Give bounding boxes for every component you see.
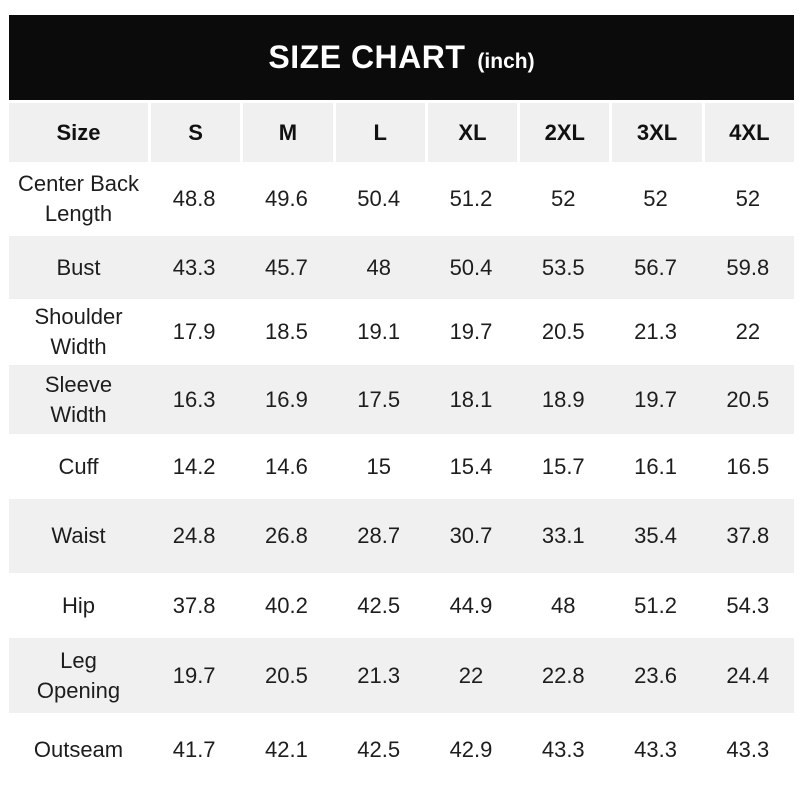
size-chart-table: Size S M L XL 2XL 3XL 4XL Center Back Le… <box>9 103 794 787</box>
header-row: Size S M L XL 2XL 3XL 4XL <box>9 103 794 162</box>
table-row-hip: Hip 37.8 40.2 42.5 44.9 48 51.2 54.3 <box>9 573 794 638</box>
cell-value: 21.3 <box>634 319 677 345</box>
cell-value: 52 <box>551 186 576 212</box>
cell-value: 48 <box>551 592 576 618</box>
cell-value: 19.7 <box>449 319 493 345</box>
cell-value: 42.1 <box>265 737 308 763</box>
cell-value: 17.9 <box>172 319 216 345</box>
col-header-4xl: 4XL <box>701 103 794 162</box>
cell-value: 14.6 <box>265 453 308 479</box>
cell-value: 56.7 <box>609 236 702 299</box>
cell-value: 16.3 <box>148 365 241 434</box>
cell-value: 15 <box>366 453 391 479</box>
banner-title: SIZE CHART <box>268 39 466 75</box>
cell-value: 52 <box>735 186 761 212</box>
cell-value: 52 <box>643 186 668 212</box>
cell-value: 53.5 <box>517 236 610 299</box>
cell-value: 16.5 <box>726 453 770 479</box>
cell-value: 18.5 <box>265 319 308 345</box>
cell-value: 16.9 <box>240 365 333 434</box>
cell-value: 16.1 <box>634 453 677 479</box>
cell-value: 20.5 <box>701 365 794 434</box>
cell-value: 22 <box>735 319 761 345</box>
col-header-3xl: 3XL <box>609 103 702 162</box>
row-label: Shoulder Width <box>34 304 123 359</box>
cell-value: 24.8 <box>148 499 241 573</box>
cell-value: 37.8 <box>701 499 794 573</box>
cell-value: 37.8 <box>172 592 216 618</box>
cell-value: 17.5 <box>332 365 425 434</box>
table-row-waist: Waist 24.8 26.8 28.7 30.7 33.1 35.4 37.8 <box>9 499 794 573</box>
table-row-cuff: Cuff 14.2 14.6 15 15.4 15.7 16.1 16.5 <box>9 434 794 499</box>
cell-value: 45.7 <box>240 236 333 299</box>
cell-value: 33.1 <box>517 499 610 573</box>
row-label: Outseam <box>33 737 124 763</box>
cell-value: 35.4 <box>609 499 702 573</box>
cell-value: 30.7 <box>424 499 518 573</box>
col-header-2xl: 2XL <box>517 103 610 162</box>
cell-value: 51.2 <box>634 592 677 618</box>
cell-value: 40.2 <box>265 592 308 618</box>
cell-value: 22 <box>424 638 518 713</box>
cell-value: 14.2 <box>172 453 216 479</box>
banner-unit-label: (inch) <box>477 50 535 73</box>
cell-value: 22.8 <box>517 638 610 713</box>
col-header-m: M <box>240 103 333 162</box>
cell-value: 41.7 <box>172 737 216 763</box>
cell-value: 18.9 <box>517 365 610 434</box>
cell-value: 19.7 <box>609 365 702 434</box>
cell-value: 51.2 <box>449 186 493 212</box>
cell-value: 43.3 <box>148 236 241 299</box>
cell-value: 43.3 <box>541 737 585 763</box>
cell-value: 20.5 <box>240 638 333 713</box>
cell-value: 50.4 <box>357 186 401 212</box>
cell-value: 23.6 <box>609 638 702 713</box>
table-row-leg-opening: Leg Opening 19.7 20.5 21.3 22 22.8 23.6 … <box>9 638 794 713</box>
cell-value: 42.5 <box>357 737 401 763</box>
cell-value: 43.3 <box>634 737 677 763</box>
row-label: Waist <box>9 499 148 573</box>
table-row-sleeve-width: Sleeve Width 16.3 16.9 17.5 18.1 18.9 19… <box>9 365 794 434</box>
cell-value: 49.6 <box>265 186 308 212</box>
col-header-xl: XL <box>424 103 518 162</box>
cell-value: 26.8 <box>240 499 333 573</box>
cell-value: 15.7 <box>541 453 585 479</box>
cell-value: 43.3 <box>726 737 770 763</box>
col-header-size: Size <box>9 103 148 162</box>
cell-value: 24.4 <box>701 638 794 713</box>
table-row-shoulder-width: Shoulder Width 17.9 18.5 19.1 19.7 20.5 … <box>9 299 794 365</box>
cell-value: 48.8 <box>172 186 216 212</box>
size-chart-banner: SIZE CHART (inch) <box>9 15 794 100</box>
cell-value: 28.7 <box>332 499 425 573</box>
cell-value: 18.1 <box>424 365 518 434</box>
cell-value: 20.5 <box>541 319 585 345</box>
cell-value: 54.3 <box>726 592 770 618</box>
col-header-s: S <box>148 103 241 162</box>
cell-value: 50.4 <box>424 236 518 299</box>
cell-value: 42.9 <box>449 737 493 763</box>
table-row-center-back-length: Center Back Length 48.8 49.6 50.4 51.2 5… <box>9 162 794 236</box>
row-label: Hip <box>61 592 95 618</box>
cell-value: 15.4 <box>449 453 493 479</box>
row-label: Cuff <box>58 453 99 479</box>
table-row-bust: Bust 43.3 45.7 48 50.4 53.5 56.7 59.8 <box>9 236 794 299</box>
cell-value: 19.7 <box>148 638 241 713</box>
row-label: Sleeve Width <box>9 365 148 434</box>
row-label: Leg Opening <box>9 638 148 713</box>
cell-value: 19.1 <box>357 319 401 345</box>
row-label: Center Back Length <box>17 171 140 226</box>
cell-value: 59.8 <box>701 236 794 299</box>
cell-value: 42.5 <box>357 592 401 618</box>
row-label: Bust <box>9 236 148 299</box>
col-header-l: L <box>332 103 425 162</box>
table-row-outseam: Outseam 41.7 42.1 42.5 42.9 43.3 43.3 43… <box>9 713 794 787</box>
cell-value: 21.3 <box>332 638 425 713</box>
cell-value: 48 <box>332 236 425 299</box>
cell-value: 44.9 <box>449 592 493 618</box>
